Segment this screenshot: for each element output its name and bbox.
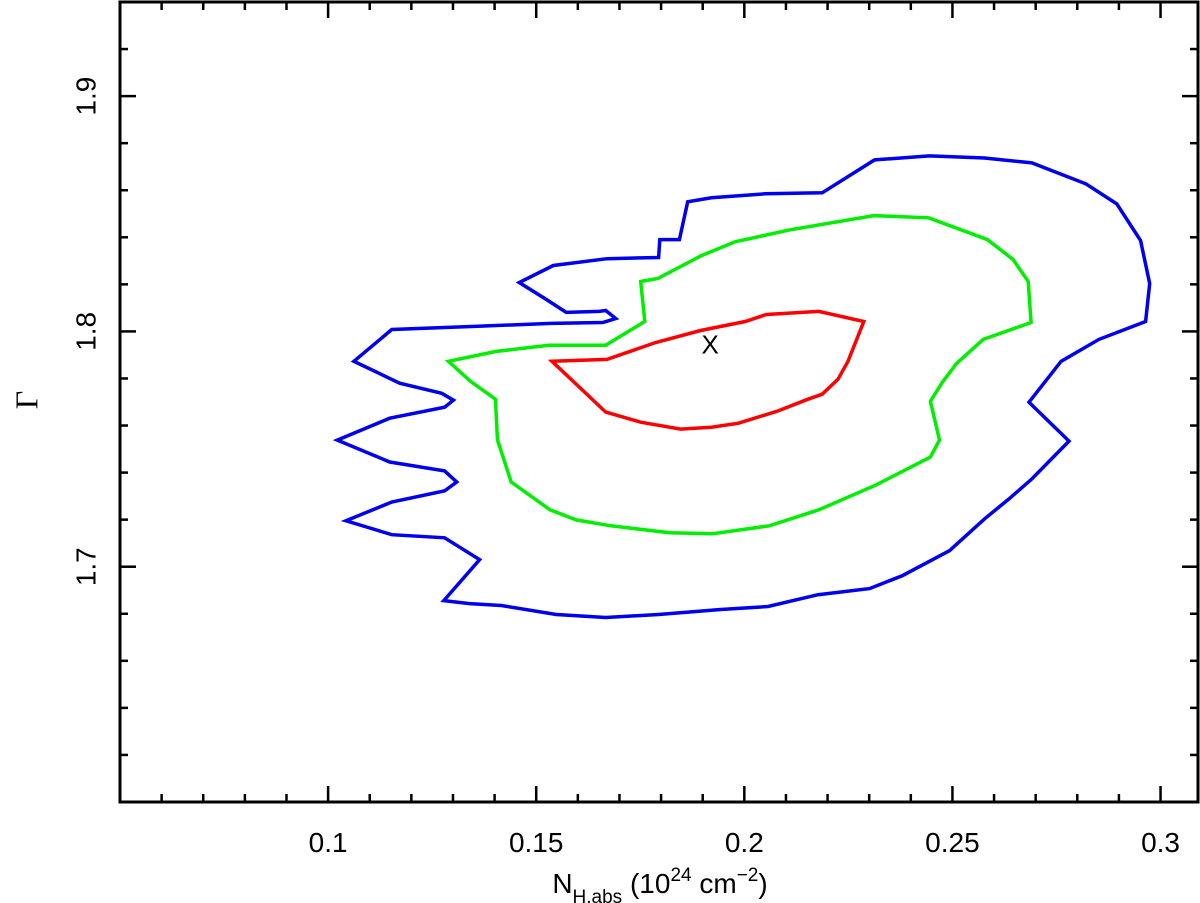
x-axis-label-part: ) (758, 868, 767, 899)
contour-line (332, 154, 1152, 620)
x-axis-label: NH,abs (1024 cm−2) (552, 865, 767, 903)
x-tick-label: 0.2 (725, 827, 764, 858)
contour-line (547, 309, 867, 431)
x-tick-label: 0.25 (925, 827, 980, 858)
x-tick-label: 0.15 (509, 827, 564, 858)
x-tick-label: 0.1 (309, 827, 348, 858)
x-axis-label-part: N (552, 868, 572, 899)
x-axis-label-part: −2 (737, 865, 759, 886)
y-tick-label: 1.7 (70, 547, 101, 586)
y-axis-label: Γ (8, 391, 44, 410)
contour-line (444, 213, 1033, 536)
y-tick-label: 1.9 (70, 77, 101, 116)
x-axis-label-part: (10 (622, 868, 670, 899)
x-axis-label-part: 24 (670, 865, 692, 886)
plot-frame (118, 0, 1200, 804)
y-tick-label: 1.8 (70, 312, 101, 351)
x-axis-label-part: cm (692, 868, 737, 899)
x-axis-label-part: H,abs (573, 887, 623, 903)
best-fit-marker: X (702, 329, 719, 359)
x-tick-label: 0.3 (1141, 827, 1180, 858)
